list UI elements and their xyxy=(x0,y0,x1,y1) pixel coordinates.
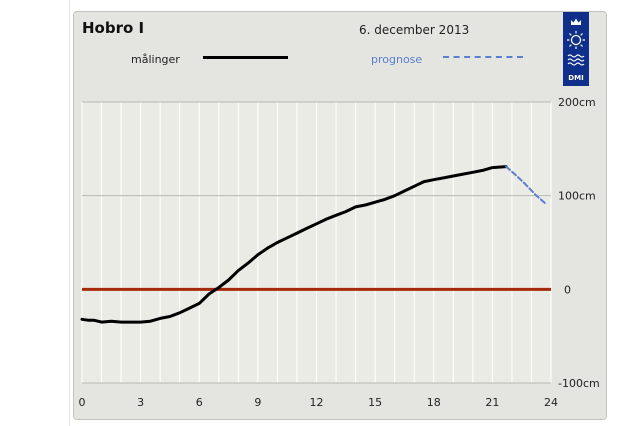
x-tick-label: 9 xyxy=(254,396,261,409)
crown-sun-icon xyxy=(567,18,585,66)
x-tick-label: 6 xyxy=(196,396,203,409)
x-tick-label: 0 xyxy=(79,396,86,409)
x-tick-label: 24 xyxy=(544,396,558,409)
y-tick-label: -100cm xyxy=(558,377,600,390)
y-tick-label: 200cm xyxy=(558,96,596,109)
x-tick-label: 3 xyxy=(137,396,144,409)
legend-measured-swatch xyxy=(203,56,288,59)
chart-date: 6. december 2013 xyxy=(359,23,470,37)
legend-forecast-label: prognose xyxy=(371,53,423,66)
series-line-measured xyxy=(80,165,508,324)
logo-text: DMI xyxy=(568,74,584,82)
series-line-forecast xyxy=(505,165,547,205)
y-tick-label: 0 xyxy=(564,283,571,296)
dmi-logo[interactable]: DMI xyxy=(563,12,589,86)
x-tick-label: 15 xyxy=(368,396,382,409)
y-tick-label: 100cm xyxy=(558,190,596,203)
x-tick-label: 21 xyxy=(485,396,499,409)
station-title: Hobro I xyxy=(82,19,145,37)
x-tick-label: 18 xyxy=(427,396,441,409)
legend-forecast-swatch xyxy=(443,56,523,58)
x-tick-label: 12 xyxy=(310,396,324,409)
left-page-rule xyxy=(69,0,70,426)
legend-measured-label: målinger xyxy=(131,53,180,66)
